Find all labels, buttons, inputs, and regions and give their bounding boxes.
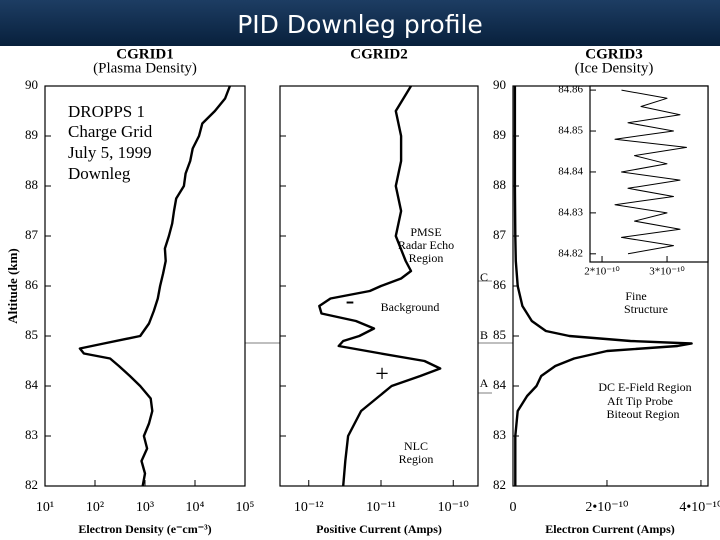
annotation: DC E-Field Region (598, 380, 691, 394)
x-tick-label: 4•10⁻¹⁰ (679, 500, 720, 515)
plot-frame (44, 85, 246, 487)
y-tick-label: 87 (25, 227, 39, 242)
annotation: Radar Echo (398, 238, 454, 252)
y-tick-label: 87 (493, 227, 507, 242)
y-tick-label: 90 (25, 77, 38, 92)
profile-line (614, 89, 687, 255)
x-tick-label: 10⁻¹¹ (366, 500, 396, 515)
y-tick-label: 85 (25, 327, 38, 342)
x-tick-label: 10⁴ (186, 500, 205, 515)
y-tick-label: 83 (25, 427, 38, 442)
y-tick-label: 86 (25, 277, 39, 292)
panel-title: CGRID2 (350, 46, 408, 62)
x-tick-label: 2*10⁻¹⁰ (584, 266, 620, 278)
y-tick-label: 84 (25, 377, 39, 392)
annotation: Charge Grid (68, 122, 153, 141)
inset-frame (589, 85, 709, 263)
annotation: Downleg (68, 164, 131, 183)
y-tick-label: 84.82 (558, 247, 583, 259)
annotation: Structure (624, 302, 668, 316)
x-tick-label: 10² (86, 500, 104, 515)
annotation: July 5, 1999 (68, 143, 152, 162)
y-tick-label: 90 (493, 77, 506, 92)
y-tick-label: 88 (493, 177, 506, 192)
y-tick-label: 86 (493, 277, 507, 292)
annotation: Biteout Region (607, 407, 680, 421)
y-tick-label: 83 (493, 427, 506, 442)
panel-subtitle: (Ice Density) (575, 60, 654, 76)
x-tick-label: 10³ (136, 500, 154, 515)
y-tick-label: 84 (493, 377, 507, 392)
y-tick-label: 84.84 (558, 165, 583, 177)
y-tick-label: 82 (25, 477, 38, 492)
panel-title: CGRID1 (116, 46, 174, 62)
annotation: Background (381, 300, 440, 314)
x-tick-label: 10¹ (36, 500, 54, 515)
annotation: Region (409, 251, 444, 265)
annotation: DROPPS 1 (68, 102, 145, 121)
header-bar (0, 0, 720, 46)
annotation: Fine (625, 289, 646, 303)
y-tick-label: 85 (493, 327, 506, 342)
x-tick-label: 0 (510, 500, 517, 515)
profile-line (78, 85, 232, 487)
profile-line (318, 85, 442, 487)
x-axis-label: Electron Density (e⁻cm⁻³) (78, 522, 211, 536)
x-tick-label: 2•10⁻¹⁰ (585, 500, 628, 515)
annotation: NLC (404, 439, 428, 453)
annotation: Region (399, 452, 434, 466)
annotation: A (480, 376, 489, 390)
slide-title: PID Downleg profile (237, 10, 483, 39)
annotation: - (346, 286, 355, 315)
y-tick-label: 89 (25, 127, 38, 142)
annotation: PMSE (410, 225, 441, 239)
annotation: + (375, 362, 389, 388)
y-tick-label: 84.85 (558, 125, 583, 137)
y-axis-label: Altitude (km) (5, 248, 20, 323)
profile-line (513, 86, 693, 486)
x-tick-label: 10⁻¹² (294, 500, 324, 515)
x-tick-label: 10⁻¹⁰ (438, 500, 470, 515)
panel-subtitle: (Plasma Density) (93, 60, 197, 76)
x-tick-label: 3*10⁻¹⁰ (649, 266, 685, 278)
annotation: Aft Tip Probe (607, 394, 673, 408)
y-tick-label: 84.86 (558, 84, 583, 96)
x-axis-label: Positive Current (Amps) (316, 522, 442, 536)
y-tick-label: 84.83 (558, 206, 583, 218)
panel-title: CGRID3 (585, 46, 643, 62)
y-tick-label: 88 (25, 177, 38, 192)
x-tick-label: 10⁵ (236, 500, 255, 515)
x-axis-label: Electron Current (Amps) (545, 522, 675, 536)
y-tick-label: 82 (493, 477, 506, 492)
y-tick-label: 89 (493, 127, 506, 142)
annotation: C (480, 270, 488, 284)
annotation: B (480, 328, 488, 342)
